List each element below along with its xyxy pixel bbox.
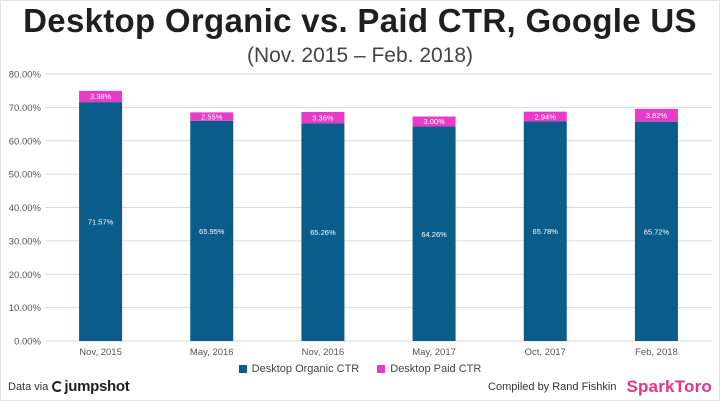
x-tick-label: Nov, 2015 [79,347,122,358]
bar-organic [190,120,234,341]
jumpshot-logo-icon [52,381,64,392]
chart-title: Desktop Organic vs. Paid CTR, Google US [23,2,697,39]
bar-paid [412,116,456,127]
data-label-organic: 64.26% [421,230,447,239]
data-label-paid: 2.94% [535,112,557,121]
data-label-paid: 3.38% [90,92,112,101]
legend-swatch-organic [238,365,247,373]
x-tick-label: Oct, 2017 [525,347,566,358]
jumpshot-logo-text: jumpshot [64,378,130,395]
data-label-paid: 3.36% [312,113,334,122]
legend-swatch-paid [377,365,386,373]
bar-organic [79,102,123,341]
chart-legend: Desktop Organic CTR Desktop Paid CTR [0,363,720,375]
credits: Compiled by Rand Fishkin SparkToro [488,377,712,397]
y-tick-label: 60.00% [9,136,42,147]
data-label-paid: 3.00% [423,117,445,126]
bar-organic [634,121,678,341]
data-label-paid: 2.55% [201,112,223,121]
data-label-paid: 3.82% [646,111,668,120]
x-tick-label: May, 2017 [412,347,456,358]
bar-paid [523,111,567,122]
x-tick-label: Feb, 2018 [635,347,678,358]
data-label-organic: 65.72% [644,227,670,236]
x-tick-label: May, 2016 [190,347,234,358]
compiled-by-label: Compiled by Rand Fishkin [488,381,617,393]
legend-item-paid: Desktop Paid CTR [377,363,481,375]
data-label-organic: 65.78% [533,227,559,236]
data-label-organic: 71.57% [88,218,114,227]
data-label-organic: 65.26% [310,228,336,237]
legend-label-organic: Desktop Organic CTR [251,363,360,375]
legend-item-organic: Desktop Organic CTR [238,363,360,375]
y-tick-label: 50.00% [9,170,42,181]
data-via-label: Data via [8,380,49,393]
y-tick-label: 20.00% [9,270,42,281]
y-tick-label: 70.00% [9,103,42,114]
bar-organic [523,121,567,341]
x-tick-label: Nov, 2016 [302,347,345,358]
bar-organic [301,123,345,341]
bar-paid [79,90,123,103]
y-tick-label: 40.00% [9,203,42,214]
data-label-organic: 65.95% [199,227,225,236]
bar-organic [412,126,456,341]
y-tick-label: 10.00% [9,303,42,314]
jumpshot-logo: jumpshot [52,378,130,395]
bar-paid [190,112,234,121]
sparktoro-logo: SparkToro [626,377,712,396]
y-tick-label: 80.00% [9,70,42,81]
y-tick-label: 0.00% [14,337,41,348]
legend-label-paid: Desktop Paid CTR [390,363,482,375]
chart-subtitle: (Nov. 2015 – Feb. 2018) [246,44,474,67]
y-tick-label: 30.00% [9,236,42,247]
bar-paid [301,111,345,124]
bar-paid [634,108,678,122]
data-source: Data via jumpshot [8,378,130,395]
